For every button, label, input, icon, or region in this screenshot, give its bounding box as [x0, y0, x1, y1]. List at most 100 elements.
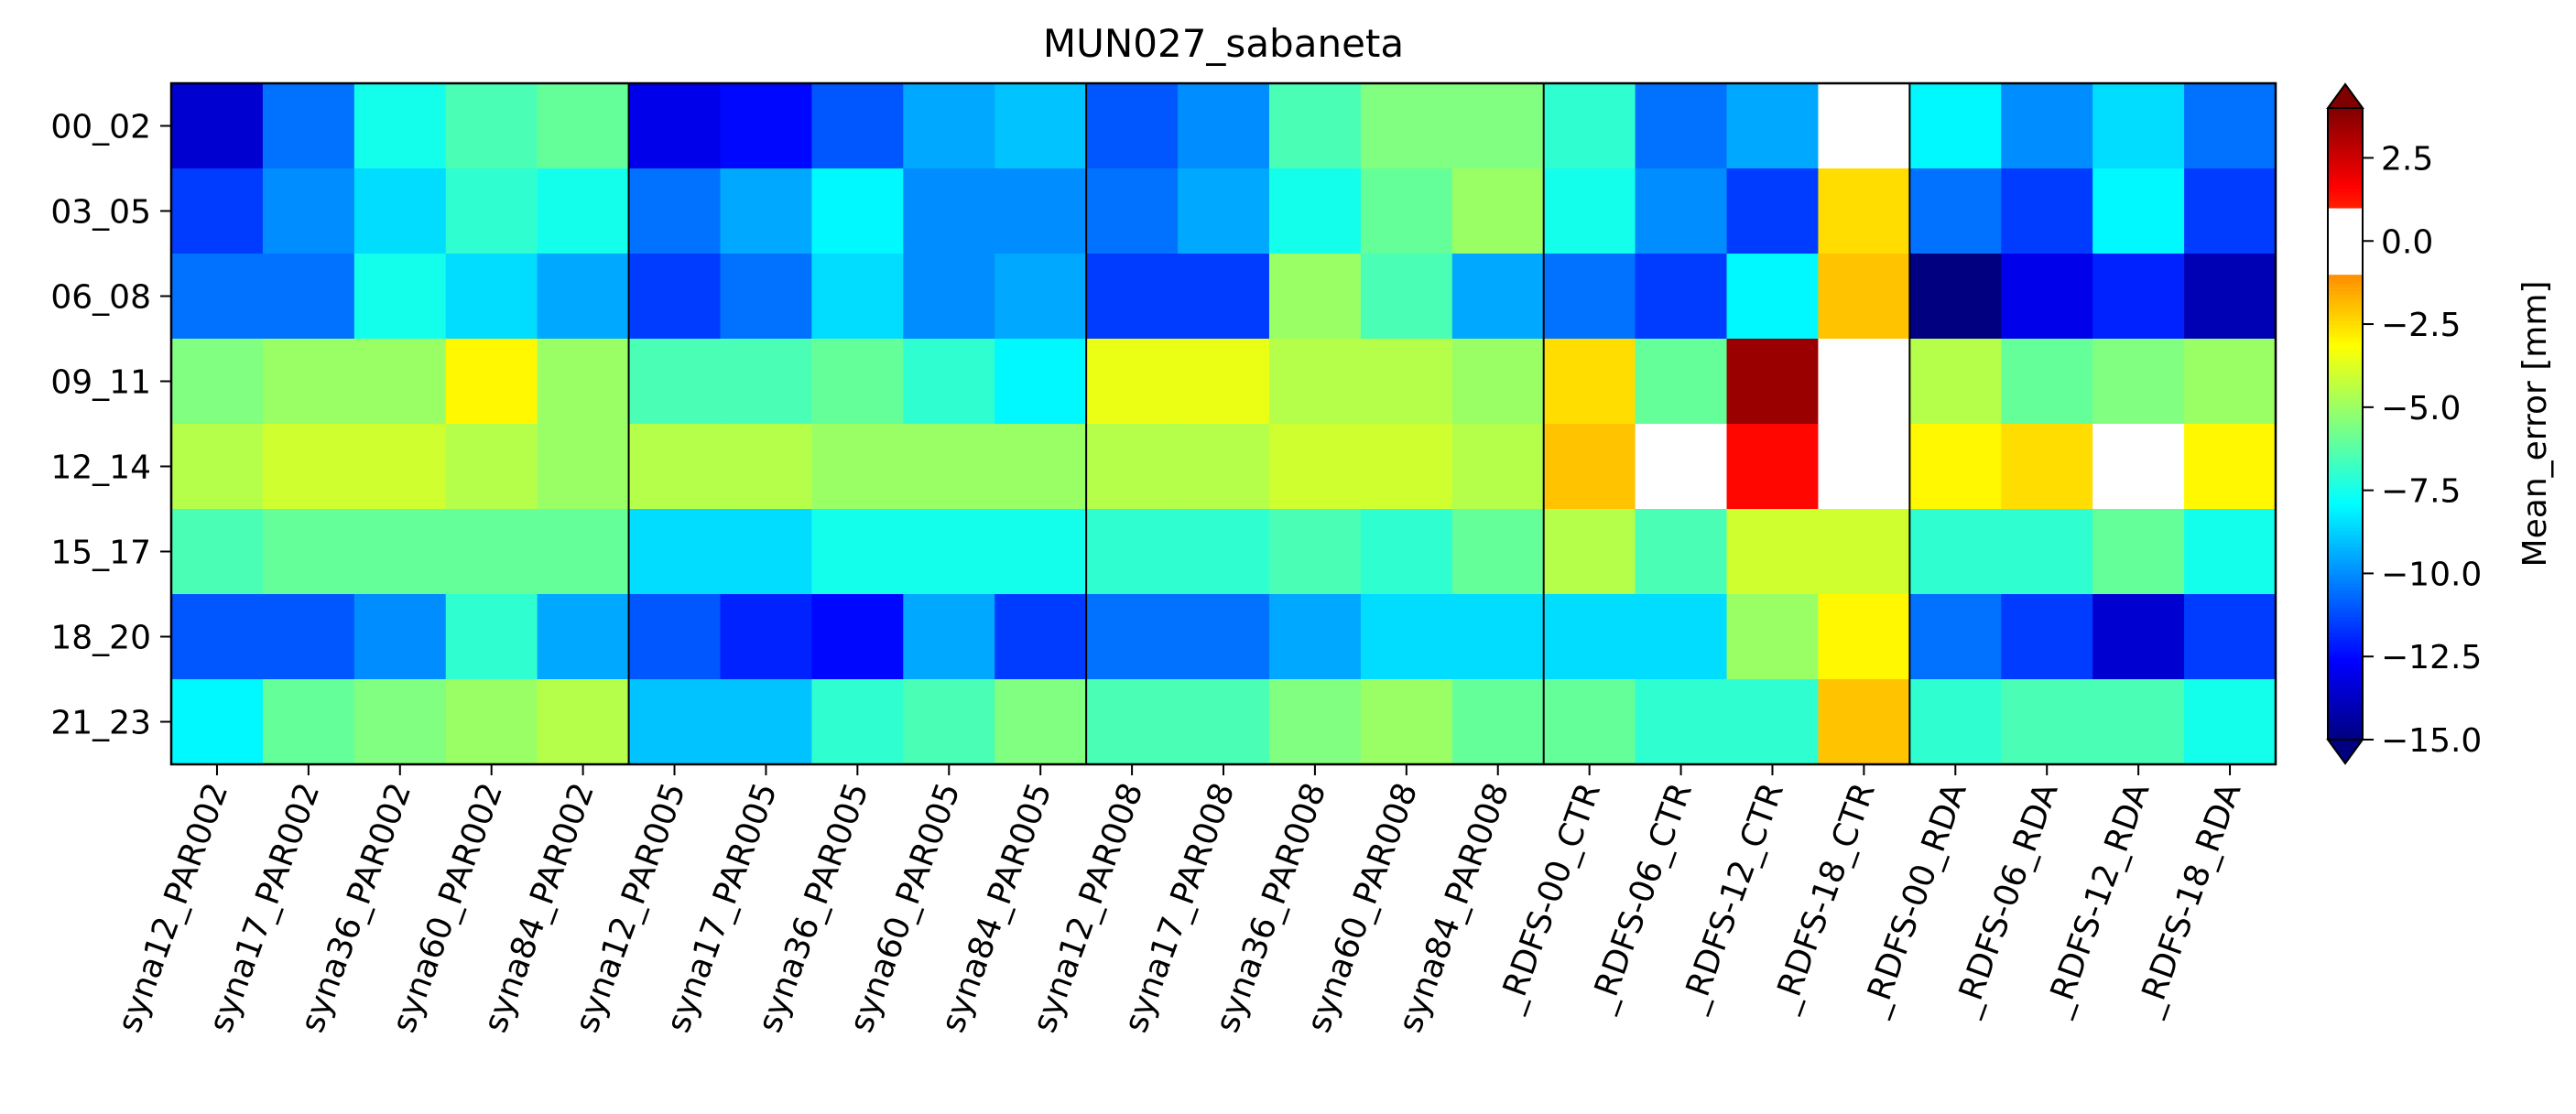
heatmap-cell	[1360, 594, 1453, 680]
colorbar-segment	[2328, 270, 2363, 276]
row-label: 06_08	[50, 279, 151, 317]
heatmap-cell	[537, 168, 630, 254]
colorbar-segment	[2328, 693, 2363, 698]
heatmap-cell	[2184, 168, 2277, 254]
heatmap-cell	[995, 509, 1087, 595]
colorbar-segment	[2328, 127, 2363, 133]
colorbar-segment	[2328, 716, 2363, 720]
heatmap-cell	[811, 339, 904, 425]
heatmap-cell	[537, 424, 630, 510]
heatmap-cell	[995, 254, 1087, 340]
heatmap-cell	[1635, 168, 1728, 254]
colorbar-tick-label: 0.0	[2381, 223, 2433, 261]
colorbar-segment	[2328, 117, 2363, 123]
heatmap-cell	[1818, 83, 1910, 169]
colorbar-segment	[2328, 341, 2363, 345]
heatmap-cell	[720, 83, 812, 169]
heatmap-cell	[628, 679, 722, 765]
colorbar-segment	[2328, 536, 2363, 541]
colorbar-segment	[2328, 280, 2363, 286]
colorbar-segment	[2328, 384, 2363, 388]
heatmap-cell	[628, 339, 722, 425]
heatmap-cell	[720, 339, 812, 425]
colorbar-segment	[2328, 310, 2363, 315]
colorbar-segment	[2328, 264, 2363, 268]
colorbar-segment	[2328, 633, 2363, 638]
heatmap-cell	[2092, 83, 2185, 169]
colorbar-segment	[2328, 583, 2363, 588]
heatmap-cell	[1451, 594, 1545, 680]
heatmap-cell	[2092, 254, 2185, 340]
colorbar-segment	[2328, 493, 2363, 498]
colorbar-segment	[2328, 224, 2363, 229]
colorbar-segment	[2328, 559, 2363, 565]
colorbar-segment	[2328, 171, 2363, 176]
heatmap-cell	[1726, 424, 1820, 510]
heatmap-cell	[353, 509, 447, 595]
heatmap-cell	[995, 594, 1087, 680]
colorbar-segment	[2328, 357, 2363, 362]
heatmap-cell	[353, 424, 447, 510]
colorbar-segment	[2328, 373, 2363, 378]
colorbar-segment	[2328, 111, 2363, 115]
colorbar-segment	[2328, 361, 2363, 365]
colorbar-segment	[2328, 164, 2363, 168]
colorbar-segment	[2328, 300, 2363, 305]
column-labels: syna12_PAR002syna17_PAR002syna36_PAR002s…	[111, 764, 2249, 1037]
heatmap-cell	[1543, 83, 1636, 169]
heatmap-cell	[262, 339, 355, 425]
heatmap-cell	[537, 254, 630, 340]
colorbar-segment	[2328, 616, 2363, 621]
heatmap-cell	[1178, 594, 1270, 680]
heatmap-cell	[995, 679, 1087, 765]
heatmap-cell	[1909, 339, 2002, 425]
colorbar-segment	[2328, 563, 2363, 568]
heatmap-cell	[1360, 424, 1453, 510]
heatmap-cell	[2184, 424, 2277, 510]
colorbar-segment	[2328, 643, 2363, 647]
colorbar-segment	[2328, 124, 2363, 129]
colorbar-segment	[2328, 503, 2363, 508]
colorbar-segment	[2328, 200, 2363, 205]
colorbar-segment	[2328, 400, 2363, 405]
heatmap-cell	[262, 254, 355, 340]
heatmap-cell	[537, 509, 630, 595]
colorbar-segment	[2328, 394, 2363, 398]
heatmap-cell	[1635, 83, 1728, 169]
heatmap-cell	[1268, 594, 1362, 680]
heatmap-cell	[1818, 424, 1910, 510]
colorbar-segment	[2328, 290, 2363, 295]
colorbar-segment	[2328, 404, 2363, 408]
heatmap-cell	[262, 168, 355, 254]
colorbar-segment	[2328, 496, 2363, 502]
colorbar-segment	[2328, 396, 2363, 402]
heatmap-cell	[445, 594, 538, 680]
colorbar-segment	[2328, 174, 2363, 178]
heatmap-cell	[1726, 83, 1820, 169]
heatmap-cell	[1268, 679, 1362, 765]
heatmap-cell	[1086, 168, 1179, 254]
colorbar-segment	[2328, 161, 2363, 166]
colorbar-segment	[2328, 712, 2363, 718]
colorbar-segment	[2328, 144, 2363, 149]
colorbar-segment	[2328, 613, 2363, 618]
heatmap-cell	[2001, 339, 2093, 425]
colorbar-segment	[2328, 669, 2363, 674]
heatmap-cell	[903, 339, 995, 425]
heatmap-cell	[720, 254, 812, 340]
heatmap-cell	[1360, 254, 1453, 340]
colorbar-segment	[2328, 477, 2363, 481]
colorbar-segment	[2328, 351, 2363, 355]
heatmap-cell	[171, 509, 264, 595]
colorbar-segment	[2328, 586, 2363, 591]
heatmap-cell	[1726, 339, 1820, 425]
heatmap-cell	[2001, 168, 2093, 254]
colorbar-segment	[2328, 719, 2363, 724]
heatmap-cell	[1451, 509, 1545, 595]
heatmap-cell	[811, 679, 904, 765]
heatmap-cell	[171, 594, 264, 680]
colorbar-segment	[2328, 450, 2363, 455]
heatmap-cell	[1178, 679, 1270, 765]
colorbar-segment	[2328, 460, 2363, 465]
colorbar-segment	[2328, 307, 2363, 312]
